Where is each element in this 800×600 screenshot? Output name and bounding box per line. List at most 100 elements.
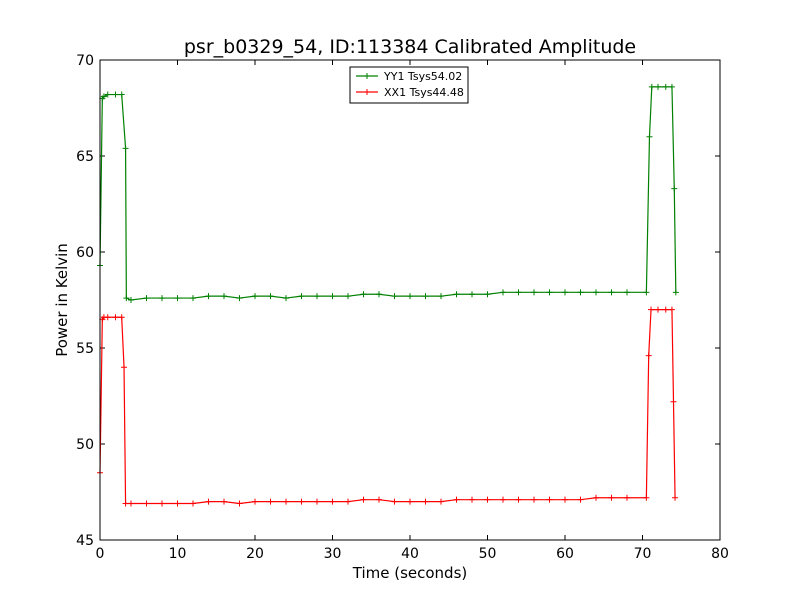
data-point	[624, 289, 630, 296]
data-point	[648, 306, 655, 313]
data-point	[655, 306, 661, 313]
plot-frame	[99, 59, 721, 541]
data-point	[453, 291, 460, 298]
data-point	[267, 293, 274, 300]
x-axis-label: Time (seconds)	[352, 564, 468, 582]
data-point	[360, 496, 367, 503]
data-point	[500, 289, 506, 296]
data-point	[422, 498, 429, 505]
data-point	[391, 498, 398, 505]
data-point	[159, 500, 165, 507]
data-point	[577, 496, 584, 503]
data-point	[298, 498, 305, 505]
data-point	[391, 293, 398, 300]
x-tick-label: 40	[401, 546, 419, 562]
legend-box	[349, 66, 469, 104]
data-point	[469, 291, 475, 298]
x-tick-label: 30	[324, 546, 342, 562]
y-axis-label: Power in Kelvin	[53, 243, 71, 357]
data-point	[668, 83, 675, 90]
data-point	[345, 498, 351, 505]
data-point	[646, 133, 653, 140]
series-layer	[97, 83, 679, 507]
data-point	[298, 293, 305, 300]
data-point	[376, 291, 382, 298]
data-point	[329, 293, 336, 300]
y-tick-label: 70	[76, 53, 94, 69]
data-point	[345, 293, 351, 300]
series-1	[97, 306, 679, 507]
data-point	[608, 494, 615, 501]
y-tick-label: 60	[76, 245, 94, 261]
data-point	[122, 500, 129, 507]
data-point	[128, 500, 134, 507]
data-point	[484, 291, 491, 298]
data-point	[643, 494, 650, 501]
data-point	[221, 293, 227, 300]
x-tick-label: 70	[634, 546, 652, 562]
x-tick-label: 0	[96, 546, 105, 562]
data-point	[174, 500, 181, 507]
data-point	[283, 498, 289, 505]
data-point	[236, 295, 243, 302]
data-point	[531, 289, 537, 296]
x-tick-label: 60	[556, 546, 574, 562]
data-point	[267, 498, 274, 505]
y-tick-label: 50	[76, 437, 94, 453]
data-point	[648, 83, 655, 90]
x-tick-label: 20	[246, 546, 264, 562]
data-point	[360, 291, 367, 298]
data-point	[283, 295, 289, 302]
legend-label: XX1 Tsys44.48	[384, 86, 464, 99]
data-point	[577, 289, 584, 296]
data-point	[122, 145, 129, 152]
data-point	[593, 494, 599, 501]
data-point	[662, 306, 669, 313]
legend-marker	[364, 73, 370, 79]
data-point	[662, 83, 669, 90]
data-point	[174, 295, 181, 302]
data-point	[469, 496, 475, 503]
data-point	[118, 314, 125, 321]
data-point	[422, 293, 429, 300]
data-point	[655, 83, 661, 90]
data-point	[252, 293, 258, 300]
data-point	[329, 498, 336, 505]
data-point	[314, 293, 320, 300]
data-point	[252, 498, 258, 505]
data-point	[123, 295, 130, 302]
data-point	[112, 314, 119, 321]
data-point	[407, 293, 413, 300]
data-point	[104, 91, 111, 98]
chart-title: psr_b0329_54, ID:113384 Calibrated Ampli…	[184, 36, 636, 58]
x-tick-label: 10	[169, 546, 187, 562]
data-point	[314, 498, 320, 505]
data-point	[515, 289, 522, 296]
data-point	[159, 295, 165, 302]
data-point	[438, 498, 444, 505]
legend-label: YY1 Tsys54.02	[383, 70, 462, 83]
data-point	[205, 293, 212, 300]
data-point	[670, 398, 677, 405]
data-point	[562, 289, 568, 296]
y-tick-label: 55	[76, 341, 94, 357]
data-point	[608, 289, 615, 296]
data-point	[668, 306, 675, 313]
data-point	[100, 93, 107, 100]
y-tick-label: 45	[76, 533, 94, 549]
legend: YY1 Tsys54.02 XX1 Tsys44.48	[349, 66, 469, 104]
data-point	[221, 498, 227, 505]
data-point	[128, 297, 134, 303]
data-point	[407, 498, 413, 505]
data-point	[562, 496, 568, 503]
data-point	[643, 289, 650, 296]
data-point	[205, 498, 212, 505]
data-point	[672, 494, 679, 501]
x-tick-label: 80	[711, 546, 729, 562]
data-point	[484, 496, 491, 503]
data-point	[671, 185, 678, 192]
data-point	[190, 500, 196, 507]
data-point	[121, 364, 128, 371]
data-point	[118, 91, 125, 98]
